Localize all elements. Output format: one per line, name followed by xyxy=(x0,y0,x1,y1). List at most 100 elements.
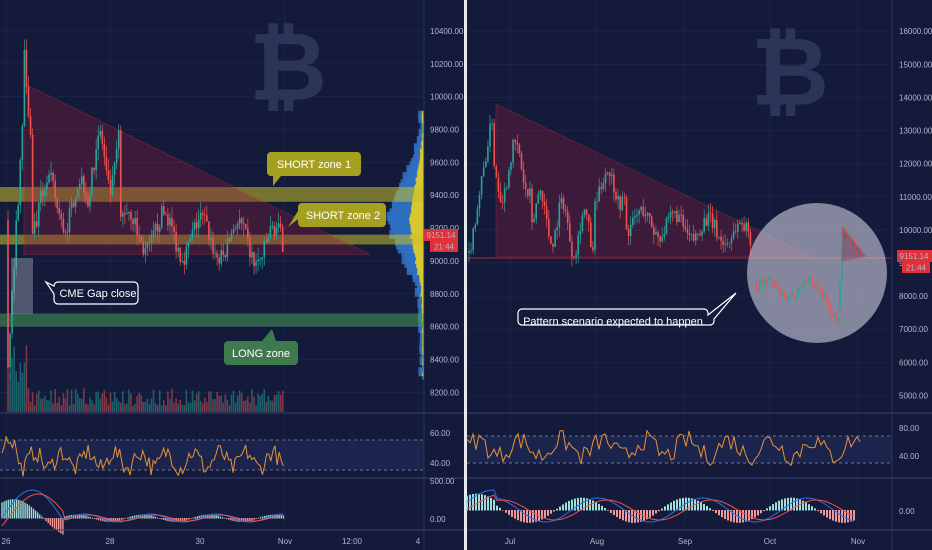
volume-bar xyxy=(169,399,171,412)
macd-histogram-bar xyxy=(34,510,37,519)
right-time-axis[interactable]: Jul Aug Sep Oct Nov xyxy=(505,537,865,546)
scenario-candle-body xyxy=(839,280,841,310)
macd-histogram-bar xyxy=(847,510,849,523)
macd-histogram-bar xyxy=(196,516,198,519)
candle-body xyxy=(510,162,512,171)
right-price-badge-text: 9151.14 xyxy=(900,252,929,261)
volume-bar xyxy=(126,403,128,412)
candle-body xyxy=(156,223,159,232)
candle-body xyxy=(173,226,175,232)
candle-body xyxy=(524,182,527,189)
scenario-candle-body xyxy=(845,230,847,237)
candle-body xyxy=(503,188,506,203)
candle-body xyxy=(558,202,561,228)
volume-bar xyxy=(197,391,200,412)
macd-histogram-bar xyxy=(188,518,190,520)
volume-bar xyxy=(27,388,30,412)
left-zones xyxy=(0,187,424,327)
volume-bar xyxy=(261,394,263,412)
macd-histogram-bar xyxy=(544,510,546,518)
candle-body xyxy=(19,160,22,205)
volume-bar xyxy=(97,391,99,412)
volume-bar xyxy=(42,398,44,412)
volume-bar xyxy=(33,405,36,412)
short-zone-2-callout[interactable]: SHORT zone 2 xyxy=(288,203,386,227)
macd-histogram-bar xyxy=(688,497,690,511)
macd-histogram-bar xyxy=(499,507,501,511)
candle-body xyxy=(604,173,607,184)
candle-body xyxy=(711,213,714,228)
right-panel[interactable]: ₿ Pattern scenario expected to happen 16… xyxy=(466,0,932,550)
volume-bar xyxy=(109,392,112,412)
left-price-axis[interactable]: 10400.00 10200.00 10000.00 9800.00 9600.00 94… xyxy=(430,27,464,397)
macd-histogram-bar xyxy=(628,510,630,523)
macd-histogram-bar xyxy=(601,505,603,511)
volume-bar xyxy=(144,401,147,412)
macd-histogram-bar xyxy=(280,515,282,519)
volume-bar xyxy=(236,395,239,412)
cme-gap-callout[interactable]: CME Gap close xyxy=(44,280,139,305)
candle-body xyxy=(600,186,603,189)
macd-histogram-bar xyxy=(712,510,714,511)
candle-body xyxy=(529,188,531,196)
long-zone-callout[interactable]: LONG zone xyxy=(224,329,298,365)
candle-body xyxy=(208,221,210,240)
macd-histogram-bar xyxy=(808,504,810,511)
right-candles xyxy=(468,114,752,267)
macd-histogram-bar xyxy=(247,518,249,522)
macd-histogram-bar xyxy=(45,518,47,522)
right-x-tick: Aug xyxy=(590,537,604,546)
short-zone-1-callout[interactable]: SHORT zone 1 xyxy=(267,152,361,186)
left-rsi-tick-60: 60.00 xyxy=(430,429,451,438)
volume-bar xyxy=(13,346,15,412)
volume-bar xyxy=(267,395,270,412)
left-countdown-text: 21:44 xyxy=(434,243,455,252)
macd-histogram-bar xyxy=(700,502,702,511)
candle-body xyxy=(33,221,36,234)
scenario-candle-body xyxy=(769,277,771,279)
macd-histogram-bar xyxy=(9,499,12,519)
left-panel[interactable]: ₿ SHORT zone 1 SHORT zone 2 CME Gap clos… xyxy=(0,0,464,550)
macd-histogram-bar xyxy=(198,515,201,519)
left-y-tick: 10400.00 xyxy=(430,27,464,36)
macd-histogram-bar xyxy=(97,518,100,521)
macd-histogram-bar xyxy=(664,506,666,511)
candle-body xyxy=(236,223,239,229)
candle-body xyxy=(487,146,489,162)
candle-body xyxy=(596,201,598,202)
candle-body xyxy=(478,194,481,209)
candle-body xyxy=(741,222,743,225)
candle-body xyxy=(222,250,225,255)
scenario-candle-body xyxy=(789,296,791,297)
candle-body xyxy=(85,192,87,199)
macd-histogram-bar xyxy=(571,499,573,511)
macd-histogram-bar xyxy=(577,497,579,511)
macd-line xyxy=(1,489,284,523)
candle-body xyxy=(253,251,255,266)
macd-histogram-bar xyxy=(814,508,816,511)
macd-histogram-bar xyxy=(205,514,207,519)
candle-body xyxy=(730,238,733,243)
candle-body xyxy=(66,231,69,233)
volume-bar xyxy=(185,389,188,412)
volume-bar xyxy=(183,405,186,412)
volume-bar xyxy=(230,394,233,412)
volume-bar xyxy=(105,397,108,412)
candle-body xyxy=(169,217,171,226)
candle-body xyxy=(48,174,50,183)
right-rsi-tick-40: 40.00 xyxy=(899,452,920,461)
volume-bar xyxy=(54,388,56,412)
volume-bar xyxy=(19,362,22,412)
macd-histogram-bar xyxy=(194,516,196,519)
candle-body xyxy=(111,174,114,195)
volume-bar xyxy=(167,391,169,412)
candle-body xyxy=(21,125,24,161)
candle-body xyxy=(7,219,9,368)
volume-bar xyxy=(15,370,17,412)
macd-histogram-bar xyxy=(32,508,35,519)
candle-body xyxy=(577,235,579,255)
macd-histogram-bar xyxy=(598,503,600,511)
left-time-axis[interactable]: 26 28 30 Nov 12:00 4 xyxy=(2,537,421,546)
candle-body xyxy=(193,222,196,231)
pattern-scenario-callout[interactable]: Pattern scenario expected to happen xyxy=(517,292,737,328)
